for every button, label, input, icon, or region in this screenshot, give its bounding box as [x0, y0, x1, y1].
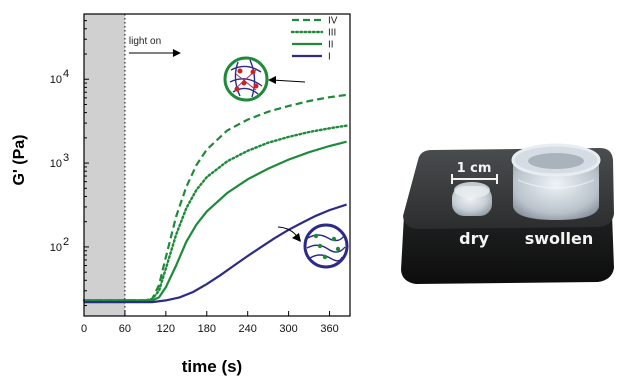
- dry-hydrogel: [452, 182, 492, 216]
- y-tick-exponent-100: 2: [63, 236, 69, 248]
- x-tick-label-120: 120: [157, 323, 175, 335]
- light-on-annotation: light on: [129, 36, 161, 47]
- light-on-arrow-head: [172, 49, 181, 57]
- legend-label-I: I: [328, 52, 331, 63]
- scale-bar-label: 1 cm: [457, 161, 492, 176]
- sparse-network-inset: [277, 223, 349, 269]
- x-tick-label-240: 240: [239, 323, 257, 335]
- scale-bar: 1 cm: [451, 161, 498, 184]
- x-axis-label: time (s): [182, 357, 242, 376]
- x-axis-ticks: 0 60 120 180 240 300 360: [81, 311, 339, 335]
- x-tick-label-300: 300: [279, 323, 297, 335]
- y-tick-exponent-1000: 3: [63, 152, 69, 164]
- series-layer: [82, 93, 348, 304]
- x-tick-label-60: 60: [119, 323, 131, 335]
- swollen-label: swollen: [525, 229, 594, 248]
- y-tick-label-1000: 10: [50, 158, 62, 170]
- hydrogel-photo: 1 cm dry swollen: [401, 143, 614, 284]
- y-axis-label: G' (Pa): [11, 135, 28, 186]
- dark-period-shading: [84, 14, 125, 316]
- support-block-side: [401, 214, 614, 284]
- x-tick-label-0: 0: [81, 323, 87, 335]
- y-tick-exponent-10000: 4: [63, 68, 69, 80]
- legend-label-IV: IV: [328, 16, 338, 27]
- legend-label-III: III: [328, 28, 336, 39]
- dense-network-inset: [223, 56, 306, 102]
- y-tick-label-10000: 10: [50, 74, 62, 86]
- legend-label-II: II: [328, 40, 334, 51]
- swollen-hydrogel: [511, 143, 601, 220]
- x-tick-label-180: 180: [198, 323, 216, 335]
- plot-frame: [83, 13, 351, 317]
- y-tick-label-100: 10: [50, 242, 62, 254]
- x-tick-label-360: 360: [320, 323, 338, 335]
- dry-label: dry: [459, 229, 489, 248]
- series-line-II: [84, 140, 347, 302]
- series-line-I: [84, 203, 347, 304]
